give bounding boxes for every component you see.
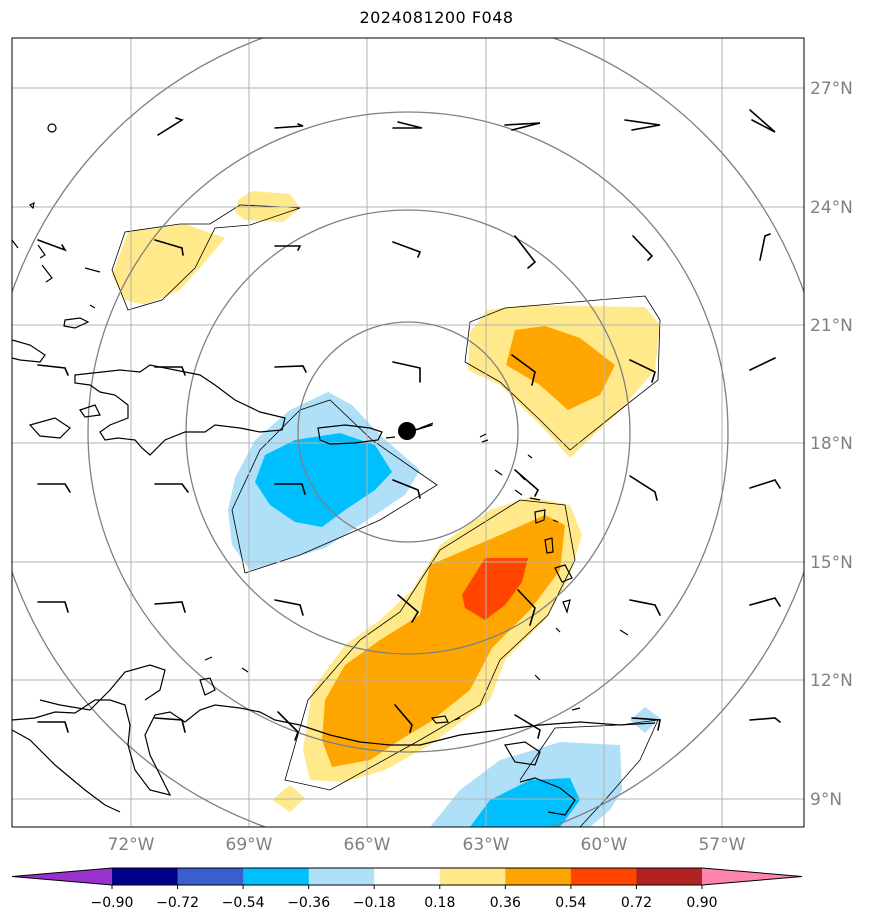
colorbar-bin (439, 868, 506, 885)
wind-barbs (37, 109, 781, 741)
coast-venezuela (12, 699, 656, 796)
colorbar-tick-label: −0.18 (353, 895, 396, 911)
lon-label-69: 69°W (226, 835, 273, 855)
coast-venezuela-north (39, 664, 166, 711)
colorbar-arrow-high (702, 868, 802, 885)
lat-label-15: 15°N (810, 553, 853, 573)
plot-title: 2024081200 F048 (359, 8, 514, 27)
colorbar-tick-label: 0.90 (686, 895, 717, 911)
colorbar-bin (243, 868, 310, 885)
anomaly-fill (112, 191, 660, 827)
colorbar: −0.90 −0.72 −0.54 −0.36 −0.18 0.18 0.36 0.54 0.7… (11, 867, 803, 911)
lat-label-21: 21°N (810, 316, 853, 336)
colorbar-bin (308, 868, 375, 885)
lat-label-18: 18°N (810, 434, 853, 454)
colorbar-bin (112, 868, 179, 885)
lat-label-12: 12°N (810, 671, 853, 691)
lon-axis: 72°W 69°W 66°W 63°W 60°W 57°W (108, 835, 746, 855)
map-frame (11, 37, 805, 828)
coast-virgin-islands (419, 422, 533, 481)
coast-puerto-rico (317, 424, 396, 445)
coast-hispaniola (74, 364, 286, 456)
colorbar-bin (177, 868, 244, 885)
colorbar-tick-label: 0.54 (555, 895, 586, 911)
lon-label-63: 63°W (463, 835, 510, 855)
coast-bahamas (12, 123, 101, 329)
storm-center-marker (398, 422, 416, 440)
colorbar-tick-label: −0.72 (156, 895, 199, 911)
lon-label-72: 72°W (108, 835, 155, 855)
positive-anomaly-nw (112, 224, 225, 305)
colorbar-tick-label: 0.36 (490, 895, 521, 911)
lat-label-9: 9°N (810, 790, 842, 810)
coast-trinidad (504, 741, 576, 816)
colorbar-bin (374, 868, 441, 885)
coast-lesser-antilles (514, 489, 629, 681)
lon-label-66: 66°W (344, 835, 391, 855)
coast-small-islands (199, 656, 581, 724)
coastlines (12, 123, 656, 816)
colorbar-tick-label: 0.18 (424, 895, 455, 911)
lat-axis: 27°N 24°N 21°N 18°N 15°N 12°N 9°N (810, 79, 853, 810)
coast-jamaica-tip (28, 404, 101, 439)
colorbar-bin (570, 868, 637, 885)
colorbar-bin (505, 868, 572, 885)
positive-anomaly-band-max (462, 558, 528, 620)
positive-anomaly-ne-core (506, 326, 615, 410)
negative-anomaly-se-core (470, 778, 580, 827)
negative-anomaly-east-dot (630, 707, 660, 733)
lat-label-24: 24°N (810, 198, 853, 218)
colorbar-tick-label: 0.72 (621, 895, 652, 911)
coast-colombia (12, 729, 121, 813)
map-content (12, 38, 804, 827)
graticule (12, 38, 804, 827)
lat-label-27: 27°N (810, 79, 853, 99)
colorbar-tick-label: −0.90 (91, 895, 134, 911)
colorbar-tick-label: −0.54 (222, 895, 265, 911)
colorbar-arrow-low (12, 868, 112, 885)
lon-label-57: 57°W (699, 835, 746, 855)
colorbar-bin (636, 868, 703, 885)
colorbar-tick-label: −0.36 (287, 895, 330, 911)
coast-cuba-east (12, 339, 46, 363)
lon-label-60: 60°W (581, 835, 628, 855)
negative-anomaly-center-core (255, 433, 392, 527)
